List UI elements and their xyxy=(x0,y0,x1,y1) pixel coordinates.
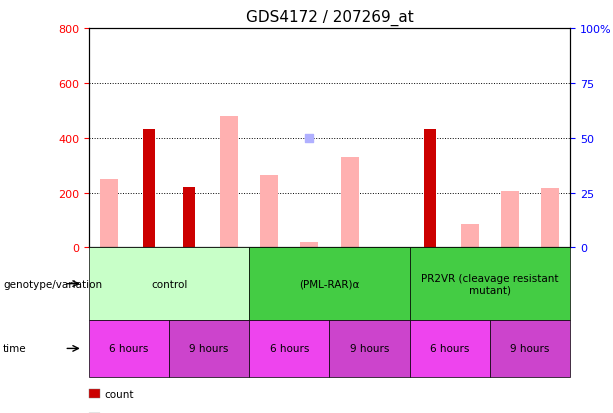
Text: control: control xyxy=(151,279,188,289)
Title: GDS4172 / 207269_at: GDS4172 / 207269_at xyxy=(246,10,413,26)
Bar xyxy=(143,130,155,248)
Bar xyxy=(461,225,479,248)
Text: 6 hours: 6 hours xyxy=(109,344,149,354)
Bar xyxy=(300,242,319,248)
Text: 9 hours: 9 hours xyxy=(510,344,550,354)
Text: time: time xyxy=(3,344,27,354)
Bar xyxy=(100,179,118,248)
Bar xyxy=(424,130,436,248)
Bar xyxy=(220,116,238,248)
Bar xyxy=(261,175,278,248)
Text: 6 hours: 6 hours xyxy=(270,344,309,354)
Bar xyxy=(501,192,519,248)
Text: count: count xyxy=(105,389,134,399)
Bar xyxy=(183,188,195,248)
Bar xyxy=(340,157,359,248)
Text: genotype/variation: genotype/variation xyxy=(3,279,102,289)
Text: PR2VR (cleavage resistant
mutant): PR2VR (cleavage resistant mutant) xyxy=(421,273,558,295)
Text: 6 hours: 6 hours xyxy=(430,344,470,354)
Bar xyxy=(541,189,559,248)
Point xyxy=(305,135,314,142)
Text: 9 hours: 9 hours xyxy=(350,344,389,354)
Text: (PML-RAR)α: (PML-RAR)α xyxy=(299,279,360,289)
Text: 9 hours: 9 hours xyxy=(189,344,229,354)
